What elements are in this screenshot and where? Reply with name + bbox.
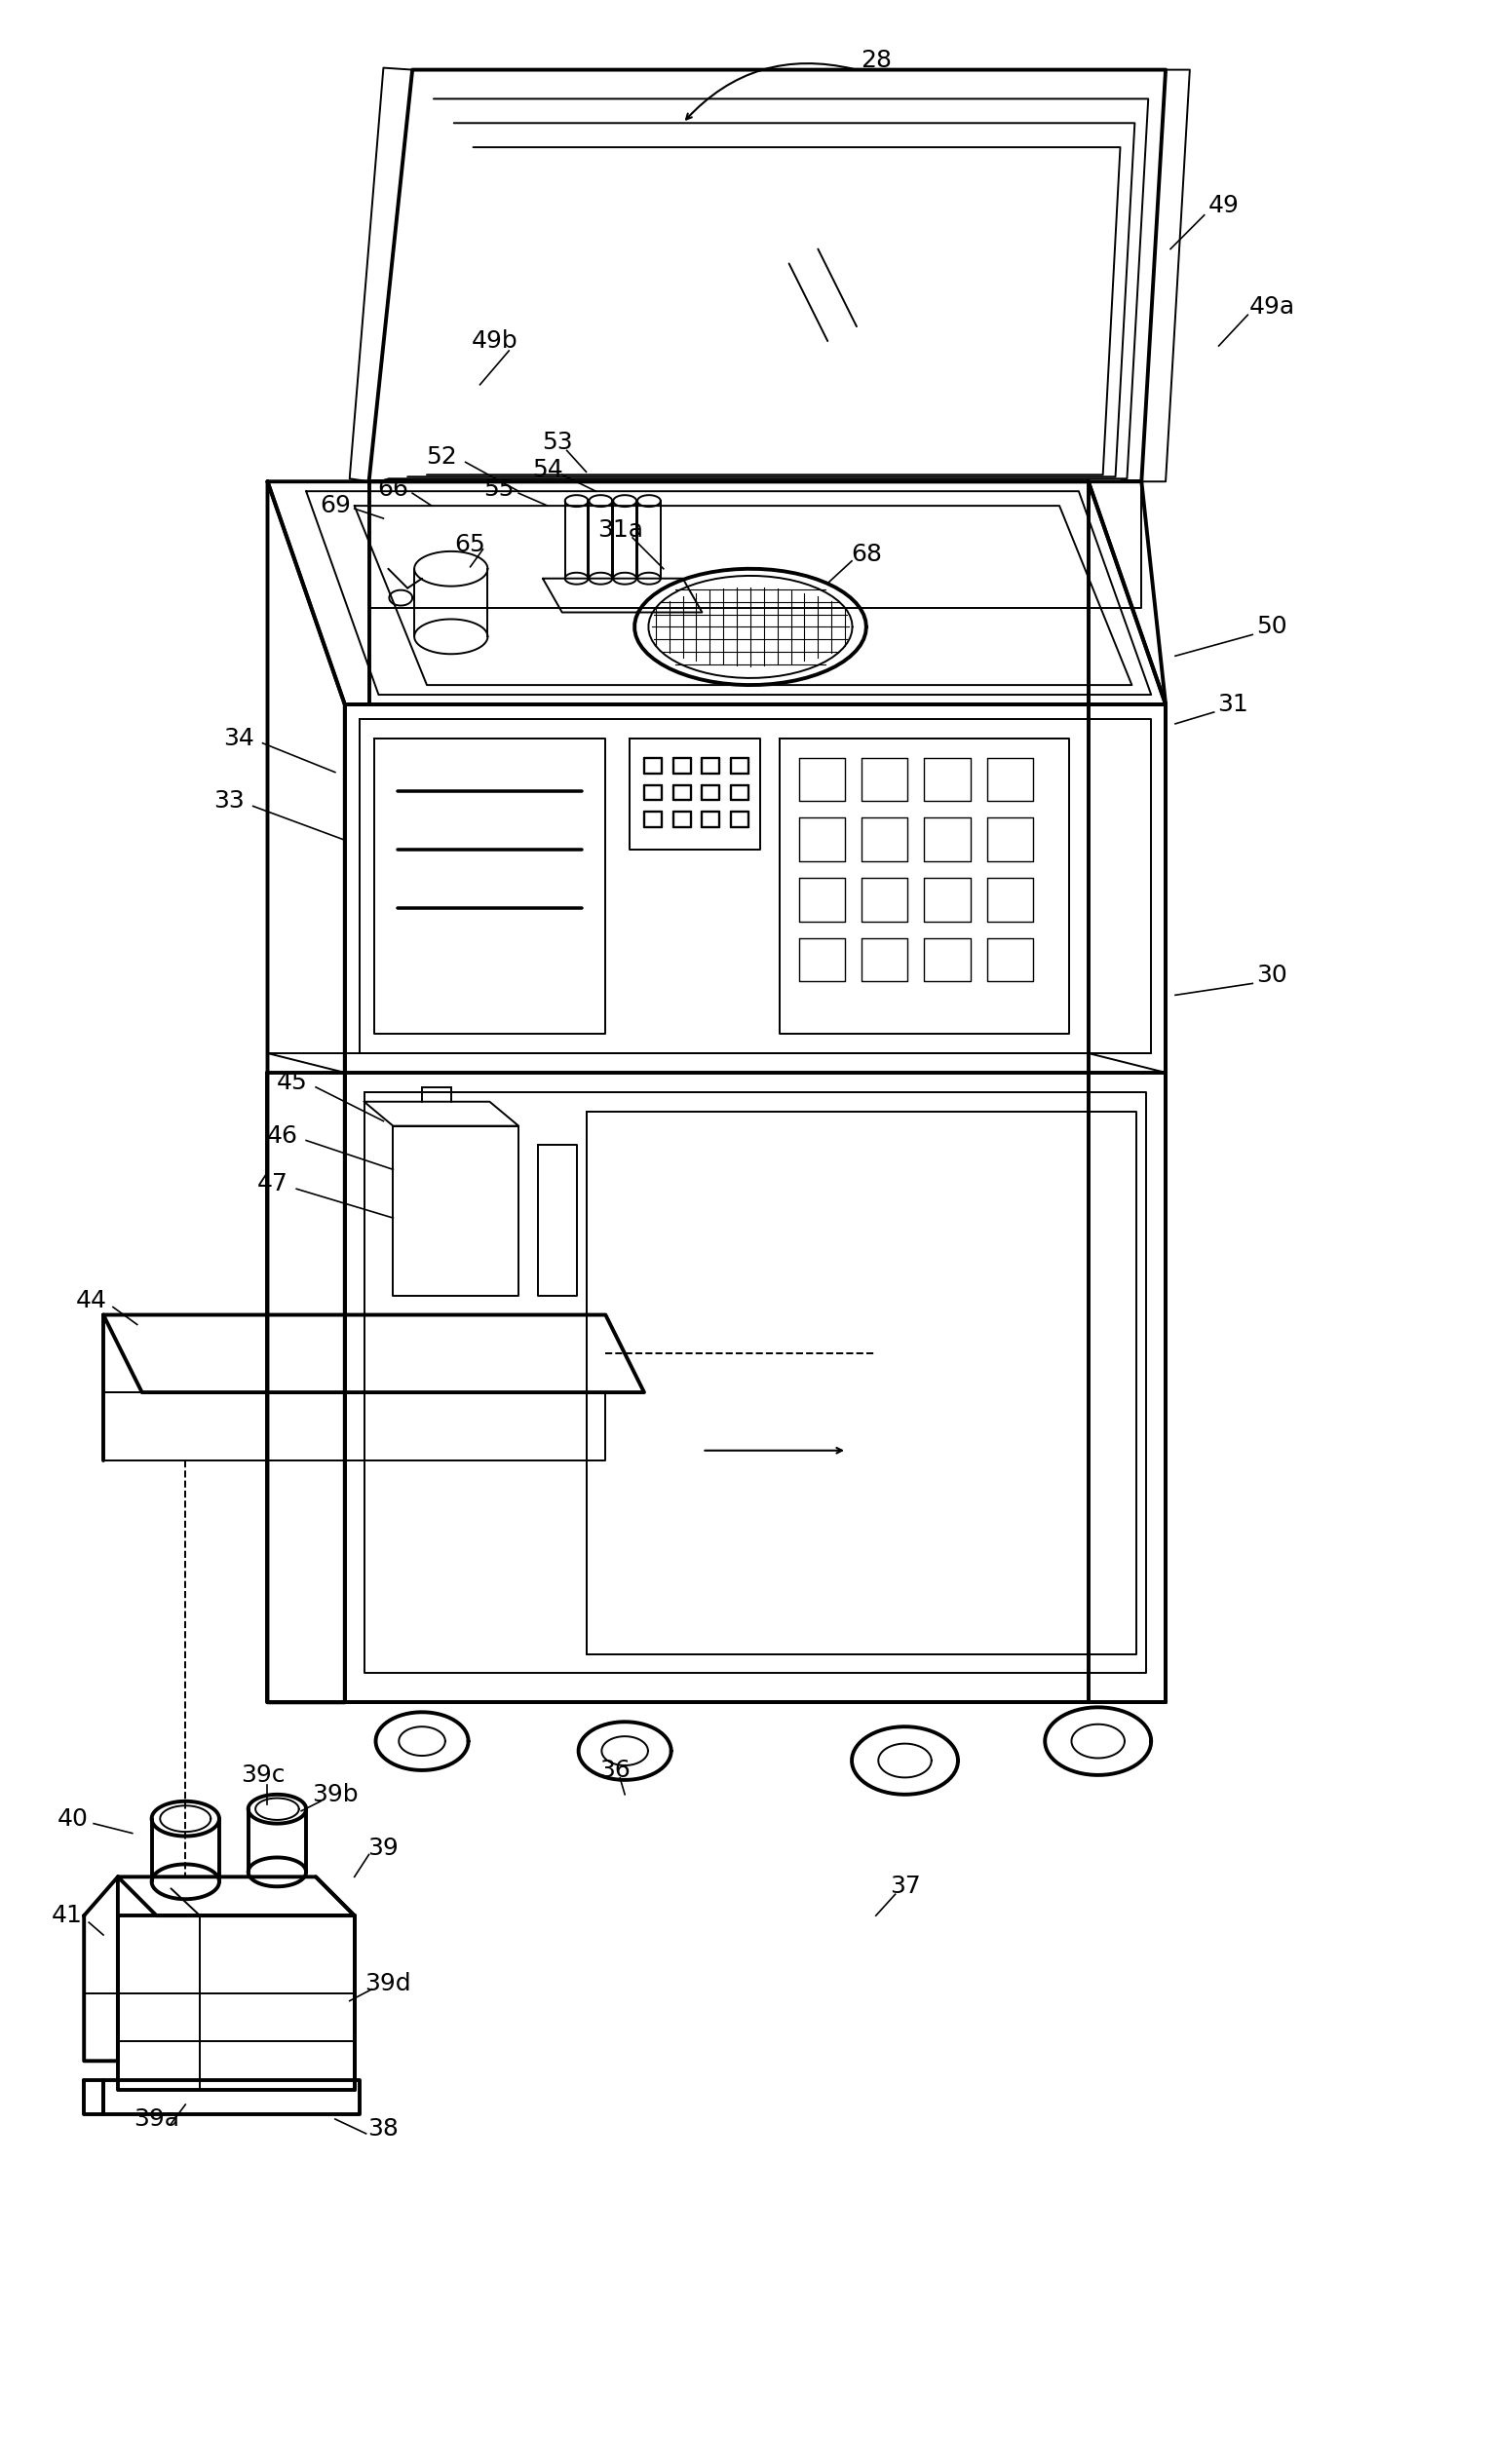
Text: 28: 28 bbox=[861, 49, 892, 71]
Text: 68: 68 bbox=[850, 542, 881, 567]
Text: 44: 44 bbox=[76, 1289, 108, 1311]
Text: 45: 45 bbox=[276, 1069, 308, 1094]
Text: 33: 33 bbox=[214, 788, 245, 813]
Text: 39: 39 bbox=[368, 1836, 399, 1860]
Text: 54: 54 bbox=[532, 458, 563, 480]
Text: 39c: 39c bbox=[241, 1764, 285, 1786]
Text: 31: 31 bbox=[1218, 692, 1249, 717]
Text: 49b: 49b bbox=[471, 330, 518, 352]
Text: 39a: 39a bbox=[133, 2107, 179, 2131]
Text: 66: 66 bbox=[378, 478, 409, 500]
Text: 49a: 49a bbox=[1249, 296, 1295, 318]
Text: 31a: 31a bbox=[598, 517, 642, 542]
Text: 52: 52 bbox=[426, 446, 457, 468]
Text: 38: 38 bbox=[368, 2117, 399, 2141]
Text: 69: 69 bbox=[320, 495, 351, 517]
Text: 37: 37 bbox=[889, 1875, 920, 1897]
Text: 40: 40 bbox=[57, 1806, 88, 1831]
Text: 55: 55 bbox=[484, 478, 514, 500]
Text: 41: 41 bbox=[51, 1905, 82, 1927]
Text: 36: 36 bbox=[599, 1759, 630, 1781]
Text: 46: 46 bbox=[266, 1124, 297, 1148]
Text: 50: 50 bbox=[1256, 616, 1288, 638]
Text: 53: 53 bbox=[542, 431, 572, 453]
Text: 47: 47 bbox=[257, 1173, 288, 1195]
Text: 39d: 39d bbox=[365, 1971, 411, 1996]
Text: 30: 30 bbox=[1256, 963, 1288, 988]
Text: 65: 65 bbox=[454, 532, 486, 557]
Text: 49: 49 bbox=[1209, 195, 1239, 217]
Text: 39b: 39b bbox=[312, 1784, 359, 1806]
Text: 34: 34 bbox=[223, 727, 254, 749]
